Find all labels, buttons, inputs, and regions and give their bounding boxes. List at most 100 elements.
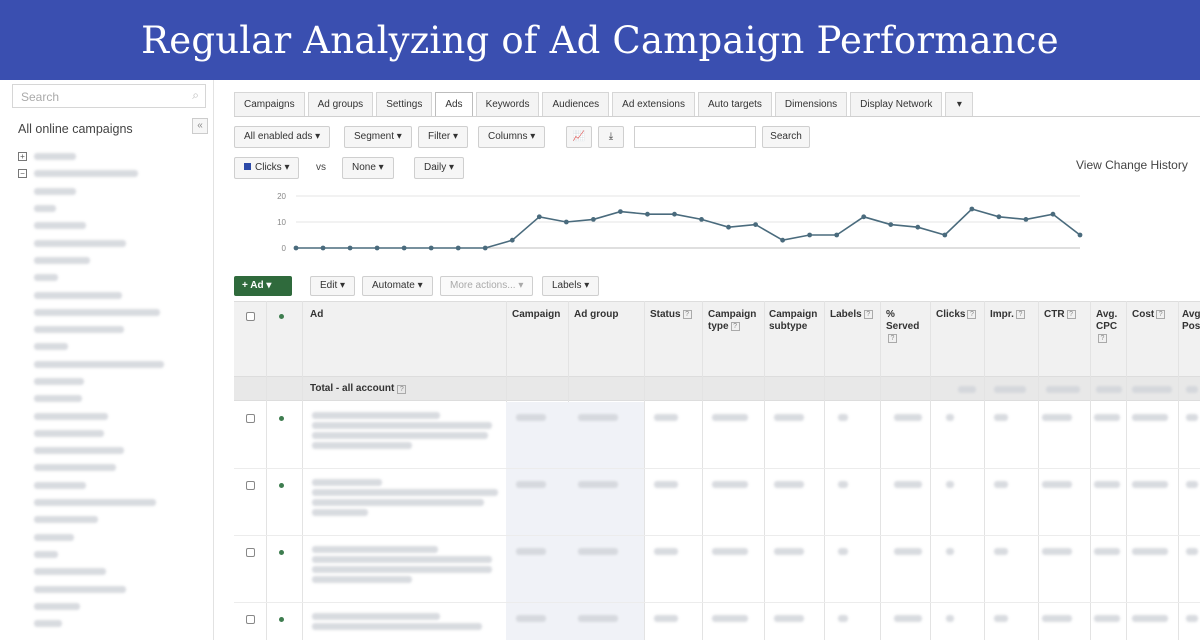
tree-item[interactable] bbox=[18, 373, 164, 390]
expand-icon[interactable]: − bbox=[18, 169, 27, 179]
data-point bbox=[563, 219, 569, 225]
status-dot-icon bbox=[279, 314, 284, 319]
tab-audiences[interactable]: Audiences bbox=[542, 92, 610, 116]
select-all-checkbox[interactable] bbox=[246, 312, 255, 321]
sidebar-search-input[interactable]: Search ⌕ bbox=[12, 84, 206, 108]
data-point bbox=[455, 245, 461, 251]
col-ctr[interactable]: CTR? bbox=[1044, 309, 1076, 321]
tree-item[interactable] bbox=[18, 477, 164, 494]
tree-item[interactable] bbox=[18, 217, 164, 234]
col-avg-pos[interactable]: Avg. Pos. bbox=[1182, 309, 1200, 332]
tree-item[interactable] bbox=[18, 511, 164, 528]
search-button[interactable]: Search bbox=[762, 126, 810, 148]
table-row[interactable] bbox=[234, 536, 1200, 603]
col-clicks[interactable]: Clicks? bbox=[936, 309, 977, 321]
download-icon[interactable]: ⤓ bbox=[598, 126, 624, 148]
tab-keywords[interactable]: Keywords bbox=[475, 92, 540, 116]
data-point bbox=[888, 222, 894, 227]
tree-item[interactable] bbox=[18, 546, 164, 563]
columns-dropdown[interactable]: Columns ▾ bbox=[478, 126, 546, 148]
view-change-history-link[interactable]: View Change History bbox=[1076, 158, 1188, 172]
tab-campaigns[interactable]: Campaigns bbox=[234, 92, 305, 116]
col-ad[interactable]: Ad bbox=[310, 309, 324, 320]
table-search-input[interactable] bbox=[634, 126, 756, 148]
segment-dropdown[interactable]: Segment ▾ bbox=[344, 126, 412, 148]
tree-item[interactable] bbox=[18, 269, 164, 286]
col-served[interactable]: % Served? bbox=[886, 309, 920, 343]
add-ad-button[interactable]: + Ad ▾ bbox=[234, 276, 292, 296]
tab-dimensions[interactable]: Dimensions bbox=[774, 92, 848, 116]
filter-dropdown[interactable]: Filter ▾ bbox=[418, 126, 469, 148]
sidebar: Search ⌕ All online campaigns « + − bbox=[0, 80, 214, 640]
tree-item[interactable]: − bbox=[18, 165, 164, 182]
banner-title: Regular Analyzing of Ad Campaign Perform… bbox=[141, 18, 1059, 62]
all-enabled-ads-dropdown[interactable]: All enabled ads ▾ bbox=[234, 126, 331, 148]
tree-item[interactable] bbox=[18, 563, 164, 580]
col-campaign[interactable]: Campaign bbox=[512, 309, 561, 320]
tab-auto-targets[interactable]: Auto targets bbox=[698, 92, 772, 116]
tree-item[interactable] bbox=[18, 494, 164, 511]
tree-item[interactable] bbox=[18, 183, 164, 200]
tree-item[interactable] bbox=[18, 442, 164, 459]
chart-toggle-icon[interactable]: 📈 bbox=[566, 126, 592, 148]
tree-item[interactable] bbox=[18, 598, 164, 615]
period-dropdown[interactable]: Daily ▾ bbox=[414, 157, 465, 179]
help-icon: ? bbox=[1156, 310, 1166, 319]
tree-item[interactable] bbox=[18, 425, 164, 442]
table-row[interactable] bbox=[234, 402, 1200, 469]
row-checkbox[interactable] bbox=[246, 615, 255, 624]
tab-overflow-button[interactable]: ▾ bbox=[945, 92, 974, 116]
tree-item[interactable]: + bbox=[18, 148, 164, 165]
edit-dropdown[interactable]: Edit ▾ bbox=[310, 276, 356, 296]
col-status[interactable]: Status? bbox=[650, 309, 692, 321]
tree-item[interactable] bbox=[18, 304, 164, 321]
data-point bbox=[1077, 232, 1083, 238]
col-ad-group[interactable]: Ad group bbox=[574, 309, 619, 320]
collapse-sidebar-icon[interactable]: « bbox=[192, 118, 208, 134]
tree-item[interactable] bbox=[18, 338, 164, 355]
col-impr[interactable]: Impr.? bbox=[990, 309, 1025, 321]
performance-line-chart: 20 10 0 bbox=[277, 192, 1083, 253]
table-row[interactable] bbox=[234, 469, 1200, 536]
tree-item[interactable] bbox=[18, 356, 164, 373]
tab-display-network[interactable]: Display Network bbox=[850, 92, 943, 116]
tree-item[interactable] bbox=[18, 459, 164, 476]
help-icon: ? bbox=[1015, 310, 1025, 319]
row-checkbox[interactable] bbox=[246, 548, 255, 557]
col-avg-cpc[interactable]: Avg. CPC? bbox=[1096, 309, 1118, 343]
tree-item[interactable] bbox=[18, 615, 164, 632]
expand-icon[interactable]: + bbox=[18, 152, 27, 162]
data-point bbox=[753, 222, 758, 227]
tab-ad-extensions[interactable]: Ad extensions bbox=[612, 92, 695, 116]
row-checkbox[interactable] bbox=[246, 414, 255, 423]
tree-item[interactable] bbox=[18, 580, 164, 597]
col-cost[interactable]: Cost? bbox=[1132, 309, 1166, 321]
clicks-series-line bbox=[296, 208, 1081, 249]
col-campaign-subtype[interactable]: Campaign subtype bbox=[769, 309, 818, 332]
labels-dropdown[interactable]: Labels ▾ bbox=[542, 276, 600, 296]
main-panel: Campaigns Ad groups Settings Ads Keywords Aud… bbox=[214, 80, 1200, 640]
tree-item[interactable] bbox=[18, 321, 164, 338]
search-icon[interactable]: ⌕ bbox=[192, 88, 199, 102]
tree-item[interactable] bbox=[18, 200, 164, 217]
help-icon: ? bbox=[967, 310, 977, 319]
tree-item[interactable] bbox=[18, 234, 164, 251]
col-campaign-type[interactable]: Campaign type? bbox=[708, 309, 757, 332]
tab-ads[interactable]: Ads bbox=[435, 92, 473, 116]
col-labels[interactable]: Labels? bbox=[830, 309, 873, 321]
row-checkbox[interactable] bbox=[246, 481, 255, 490]
metric1-dropdown[interactable]: Clicks ▾ bbox=[234, 157, 300, 179]
tree-item[interactable] bbox=[18, 407, 164, 424]
tab-ad-groups[interactable]: Ad groups bbox=[307, 92, 374, 116]
tree-item[interactable] bbox=[18, 252, 164, 269]
tree-item[interactable] bbox=[18, 529, 164, 546]
tree-item[interactable] bbox=[18, 390, 164, 407]
sidebar-title[interactable]: All online campaigns bbox=[18, 122, 133, 136]
metric2-dropdown[interactable]: None ▾ bbox=[342, 157, 394, 179]
tree-item[interactable] bbox=[18, 286, 164, 303]
data-point bbox=[969, 206, 975, 212]
more-actions-dropdown[interactable]: More actions... ▾ bbox=[440, 276, 534, 296]
tab-settings[interactable]: Settings bbox=[376, 92, 433, 116]
automate-dropdown[interactable]: Automate ▾ bbox=[362, 276, 433, 296]
table-row[interactable] bbox=[234, 603, 1200, 640]
